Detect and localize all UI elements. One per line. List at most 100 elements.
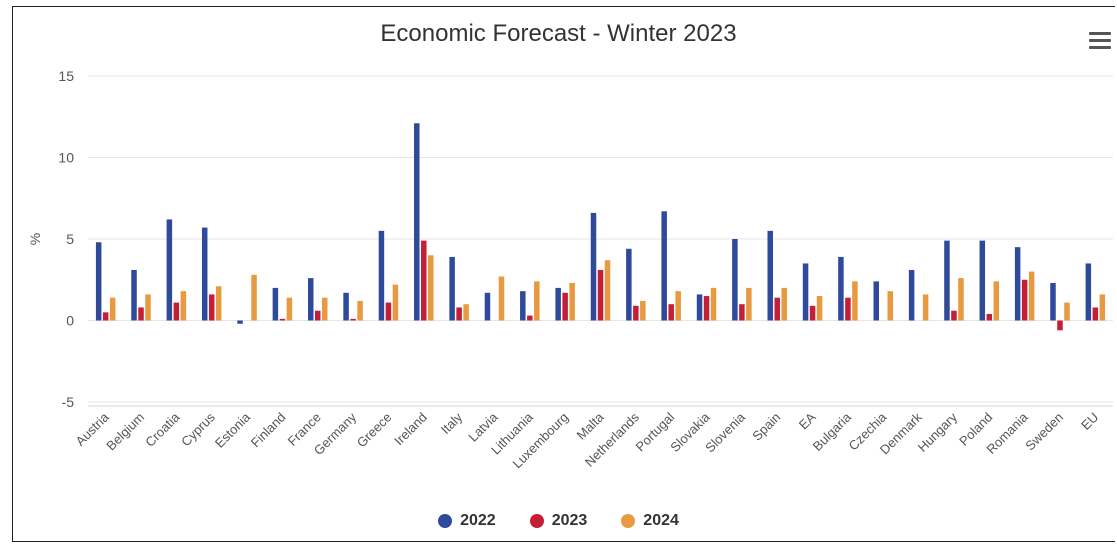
bar-2024-malta (604, 260, 611, 321)
x-tick-label: Ireland (391, 410, 430, 449)
bar-2022-estonia (237, 320, 243, 324)
bar-2022-finland (272, 287, 279, 321)
bar-2024-finland (286, 297, 293, 321)
bar-2023-luxembourg (562, 292, 568, 321)
bar-2022-bulgaria (838, 256, 844, 321)
bar-2022-portugal (661, 211, 667, 321)
bar-2024-estonia (251, 274, 257, 321)
bar-2024-belgium (145, 294, 151, 321)
bar-2024-sweden (1064, 302, 1070, 321)
bar-2023-lithuania (527, 315, 533, 321)
bar-2023-slovakia (703, 296, 710, 321)
legend-marker-icon (438, 514, 453, 528)
y-tick-label: 15 (58, 68, 74, 84)
y-tick-label: 0 (66, 313, 74, 329)
chart-frame (12, 6, 1115, 542)
chart-title: Economic Forecast - Winter 2023 (380, 20, 737, 47)
bar-2022-luxembourg (555, 287, 561, 321)
bar-2023-hungary (951, 310, 957, 321)
legend-item-2022[interactable]: 2022 (438, 512, 496, 530)
hamburger-menu-icon[interactable] (1089, 32, 1111, 50)
x-tick-label: Hungary (915, 409, 961, 455)
x-tick-label: Sweden (1022, 410, 1066, 454)
bar-2023-austria (102, 312, 109, 321)
bar-2022-netherlands (626, 248, 632, 321)
bar-2023-croatia (173, 302, 180, 321)
bar-2023-romania (1021, 279, 1028, 321)
bar-2024-greece (392, 284, 399, 321)
bar-2022-austria (95, 242, 102, 321)
bar-2023-ea (809, 305, 816, 321)
bar-2023-netherlands (633, 305, 639, 321)
bar-2022-croatia (166, 219, 173, 321)
bar-2022-malta (590, 212, 597, 321)
bar-2023-cyprus (208, 294, 215, 321)
bar-2024-croatia (180, 291, 187, 321)
bar-2022-denmark (908, 269, 915, 321)
x-tick-label: Cyprus (178, 409, 218, 449)
bar-2023-germany (350, 318, 356, 321)
bar-2022-eu (1085, 263, 1092, 321)
x-tick-label: Slovenia (702, 409, 748, 455)
bar-2024-cyprus (215, 286, 222, 321)
bar-2023-spain (774, 297, 780, 321)
bar-2023-bulgaria (845, 297, 851, 321)
bar-2023-sweden (1057, 320, 1063, 331)
bar-2023-finland (279, 318, 286, 321)
bar-2022-latvia (484, 292, 491, 321)
bar-2024-austria (109, 297, 116, 321)
bar-2022-czechia (873, 281, 880, 321)
bar-2023-greece (385, 302, 392, 321)
bar-2023-belgium (138, 307, 144, 321)
x-tick-label: Belgium (103, 410, 147, 454)
x-tick-label: EU (1078, 410, 1101, 433)
bar-2022-romania (1014, 247, 1021, 321)
y-tick-label: -5 (62, 394, 75, 410)
y-tick-label: 10 (58, 150, 74, 166)
x-tick-label: Spain (749, 410, 783, 444)
bar-2023-poland (986, 313, 993, 321)
bar-2024-spain (781, 287, 787, 321)
bar-2022-france (307, 278, 314, 321)
legend-item-2024[interactable]: 2024 (621, 512, 679, 530)
legend-label: 2023 (551, 512, 588, 529)
bar-2022-ireland (414, 123, 420, 321)
y-axis-label: % (27, 233, 43, 245)
bar-2024-luxembourg (569, 283, 575, 321)
x-tick-label: Croatia (142, 409, 183, 450)
bar-2022-poland (979, 240, 986, 321)
legend-marker-icon (621, 514, 636, 528)
bar-2022-ea (802, 263, 809, 321)
bar-2022-italy (449, 256, 455, 321)
x-tick-label: Italy (438, 409, 466, 437)
legend-item-2023[interactable]: 2023 (529, 512, 588, 530)
bar-2023-portugal (668, 304, 674, 321)
bar-2023-malta (597, 269, 604, 321)
legend-label: 2024 (643, 512, 679, 529)
x-tick-label: Finland (248, 410, 289, 451)
bar-2022-germany (343, 292, 349, 321)
bar-2022-greece (378, 230, 385, 321)
bar-2024-netherlands (640, 300, 646, 321)
y-tick-label: 5 (66, 231, 74, 247)
bar-2023-eu (1092, 307, 1099, 321)
bar-2024-lithuania (534, 281, 540, 321)
bar-2024-bulgaria (852, 281, 858, 321)
bar-2022-slovenia (732, 239, 738, 321)
bar-2023-france (314, 310, 321, 321)
bar-2024-ea (816, 296, 823, 321)
bar-2024-hungary (958, 278, 964, 321)
legend-label: 2022 (460, 512, 496, 529)
bar-2024-eu (1099, 294, 1106, 321)
x-tick-label: Bulgaria (810, 409, 855, 454)
bar-2024-romania (1028, 271, 1035, 321)
legend: 2022 2023 2024 (0, 512, 1117, 530)
bar-2024-ireland (428, 255, 434, 321)
x-tick-label: Greece (354, 410, 395, 451)
bar-2024-denmark (922, 294, 929, 321)
bar-2022-slovakia (696, 294, 703, 321)
legend-marker-icon (529, 514, 544, 528)
bar-2022-lithuania (520, 291, 526, 321)
x-tick-label: Estonia (212, 409, 254, 451)
